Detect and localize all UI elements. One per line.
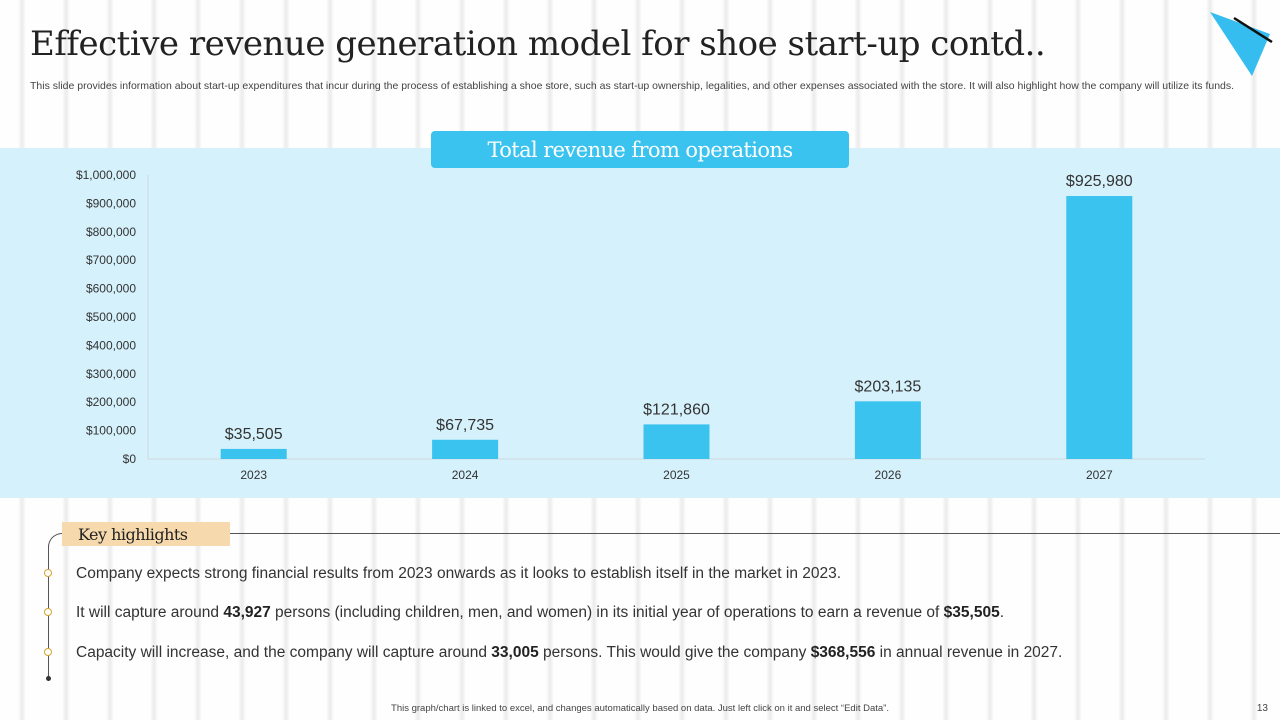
highlights-connector <box>48 533 64 547</box>
highlight-text: Capacity will increase, and the company … <box>76 644 492 661</box>
revenue-bar-chart: $0 $100,000 $200,000 $300,000 $400,000 $500,0… <box>76 168 1205 482</box>
y-tick-label: $1,000,000 <box>76 168 136 182</box>
bullet-dot-icon <box>44 608 52 616</box>
data-label: $67,735 <box>436 417 494 434</box>
highlight-bold-value: 43,927 <box>223 604 271 621</box>
y-tick-label: $0 <box>123 452 137 466</box>
data-label: $925,980 <box>1066 173 1133 190</box>
y-tick-label: $600,000 <box>86 282 136 296</box>
y-tick-label: $400,000 <box>86 338 136 352</box>
data-label: $35,505 <box>225 426 283 443</box>
highlight-text: in annual revenue in 2027. <box>875 644 1063 661</box>
highlight-text: persons. This would give the company <box>538 644 811 661</box>
page-number: 13 <box>1256 703 1268 714</box>
highlight-bold-value: 33,005 <box>491 644 539 661</box>
y-tick-label: $700,000 <box>86 253 136 267</box>
bar-2027 <box>1066 196 1133 460</box>
x-tick-label: 2023 <box>240 468 267 482</box>
bar-2025 <box>643 424 710 459</box>
page-title: Effective revenue generation model for s… <box>30 24 1046 64</box>
page-subtitle: This slide provides information about st… <box>30 80 1235 92</box>
data-label: $121,860 <box>643 401 710 418</box>
bar-2024 <box>432 439 499 459</box>
bar-2026 <box>854 401 921 459</box>
highlight-text: It will capture around <box>76 604 224 621</box>
highlight-text: . <box>999 604 1004 621</box>
chart-title: Total revenue from operations <box>487 137 793 162</box>
highlights-divider <box>62 533 1280 534</box>
bullet-dot-icon <box>44 648 52 656</box>
y-tick-label: $800,000 <box>86 225 136 239</box>
y-tick-label: $500,000 <box>86 310 136 324</box>
highlight-bold-value: $368,556 <box>810 644 876 661</box>
y-tick-label: $200,000 <box>86 395 136 409</box>
x-tick-label: 2025 <box>663 468 690 482</box>
bar-2023 <box>220 448 287 459</box>
x-tick-label: 2027 <box>1086 468 1113 482</box>
highlight-text: persons (including children, men, and wo… <box>270 604 944 621</box>
data-label: $203,135 <box>855 378 922 395</box>
highlight-item: Capacity will increase, and the company … <box>76 644 1062 662</box>
bullet-dot-icon <box>44 569 52 577</box>
highlight-item: It will capture around 43,927 persons (i… <box>76 604 1004 622</box>
highlight-item: Company expects strong financial results… <box>76 565 841 583</box>
key-highlights-label: Key highlights <box>78 524 188 544</box>
x-tick-label: 2026 <box>875 468 902 482</box>
blue-triangle-logo-icon <box>1210 12 1273 76</box>
y-tick-label: $100,000 <box>86 424 136 438</box>
y-tick-label: $300,000 <box>86 367 136 381</box>
highlight-text: Company expects strong financial results… <box>76 565 842 582</box>
key-highlights-label-box: Key highlights <box>62 522 230 546</box>
x-tick-label: 2024 <box>452 468 479 482</box>
chart-title-box: Total revenue from operations <box>431 131 849 168</box>
y-tick-label: $900,000 <box>86 196 136 210</box>
highlight-bold-value: $35,505 <box>943 604 1000 621</box>
timeline-end-dot-icon <box>46 676 51 681</box>
footer-note: This graph/chart is linked to excel, and… <box>391 703 889 714</box>
